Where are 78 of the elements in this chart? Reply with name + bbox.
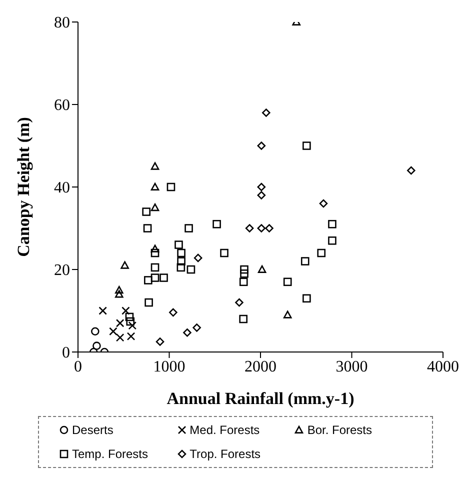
- point: [240, 269, 248, 278]
- point: [319, 199, 328, 208]
- point: [183, 328, 192, 337]
- point: [317, 248, 326, 258]
- legend-label: Temp. Forests: [72, 447, 148, 461]
- point: [186, 265, 196, 274]
- point: [240, 265, 248, 274]
- point: [283, 278, 292, 286]
- x-tick-label: 4000: [427, 358, 459, 376]
- point: [144, 276, 152, 284]
- point: [283, 310, 292, 318]
- legend-label: Trop. Forests: [190, 447, 261, 461]
- point: [144, 298, 153, 307]
- point: [150, 182, 160, 190]
- x-tick-label: 3000: [336, 358, 368, 376]
- point: [143, 224, 152, 232]
- point: [245, 224, 254, 232]
- point: [176, 263, 186, 272]
- y-tick-label: 20: [54, 262, 70, 280]
- point: [116, 318, 124, 328]
- point: [156, 338, 164, 346]
- legend-label: Deserts: [72, 423, 114, 437]
- legend-label: Med. Forests: [190, 423, 260, 437]
- point: [262, 108, 270, 117]
- point: [328, 220, 336, 228]
- point: [142, 208, 150, 216]
- y-tick-label: 60: [54, 97, 70, 114]
- point: [302, 294, 311, 303]
- point: [220, 248, 228, 258]
- point: [160, 274, 168, 282]
- point: [257, 191, 266, 200]
- point: [116, 333, 124, 342]
- point: [239, 314, 248, 324]
- point: [92, 342, 101, 350]
- point: [235, 298, 244, 307]
- x-tick-label: 0: [74, 358, 82, 376]
- point: [257, 142, 266, 150]
- point: [120, 261, 129, 269]
- point: [257, 182, 266, 192]
- point: [150, 203, 160, 212]
- y-tick-label: 40: [54, 180, 70, 197]
- point: [184, 224, 193, 232]
- point: [212, 220, 221, 228]
- point: [150, 248, 160, 258]
- point: [194, 254, 202, 262]
- point: [125, 312, 134, 322]
- point: [150, 244, 160, 252]
- point: [126, 317, 135, 326]
- x-axis-title: Annual Rainfall (mm.y-1): [166, 389, 354, 408]
- point: [126, 332, 136, 340]
- point: [150, 162, 160, 170]
- y-tick-label: 0: [62, 344, 70, 362]
- point: [257, 224, 266, 232]
- point: [115, 290, 124, 298]
- point: [115, 286, 124, 294]
- y-tick-label: 80: [54, 14, 70, 32]
- point: [302, 142, 311, 150]
- point: [258, 265, 266, 273]
- point: [265, 224, 274, 232]
- point: [192, 324, 201, 332]
- y-axis-title: Canopy Height (m): [14, 117, 34, 257]
- point: [328, 236, 336, 245]
- point: [166, 182, 176, 192]
- point: [150, 274, 160, 282]
- legend-label: Bor. Forests: [307, 423, 372, 437]
- point: [150, 263, 160, 272]
- point: [109, 327, 118, 336]
- point: [169, 308, 178, 317]
- point: [177, 248, 186, 258]
- point: [407, 166, 416, 175]
- point: [177, 257, 186, 266]
- point: [300, 257, 310, 266]
- x-tick-label: 2000: [244, 358, 276, 376]
- point: [91, 327, 100, 336]
- point: [98, 306, 107, 315]
- point: [174, 240, 183, 249]
- x-tick-label: 1000: [153, 358, 186, 376]
- point: [239, 278, 248, 286]
